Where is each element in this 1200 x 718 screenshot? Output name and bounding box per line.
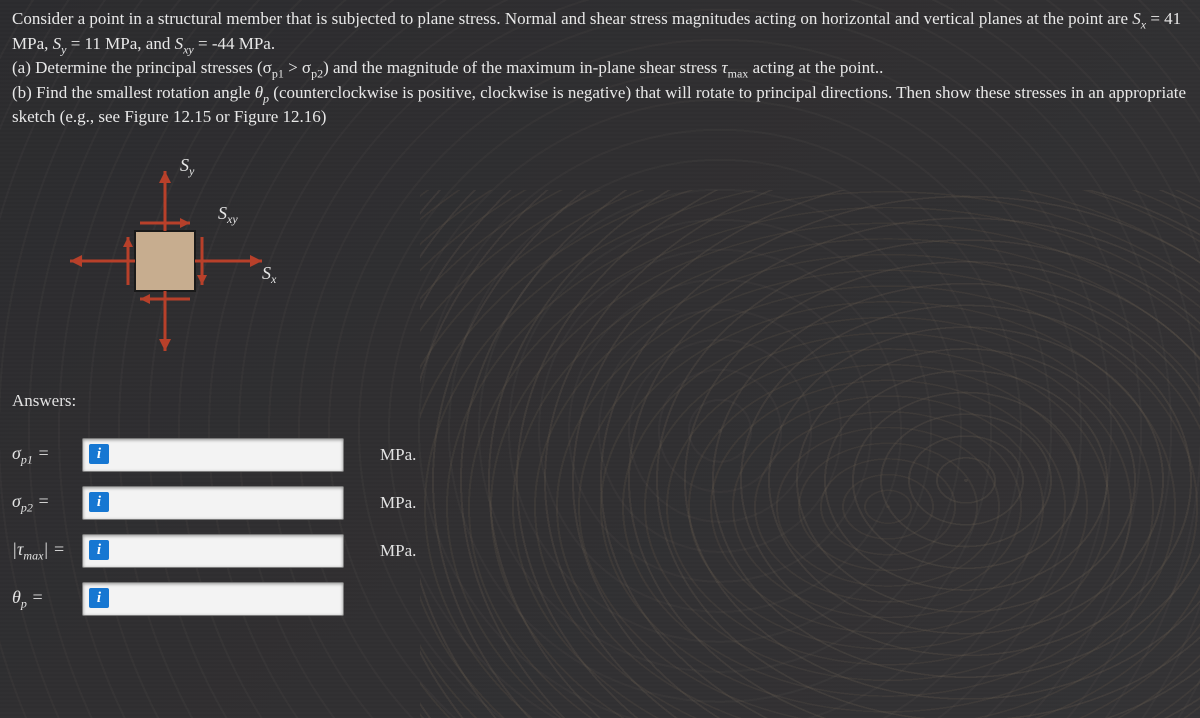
answers-block: σp1 = i MPa. σp2 = i MPa. |τmax| = i MPa… — [12, 431, 1188, 623]
question-text: Consider a point in a structural member … — [12, 8, 1188, 129]
info-icon[interactable]: i — [89, 492, 109, 512]
stress-element-diagram: Sy Sxy Sx — [40, 153, 300, 373]
question-and: and — [146, 34, 175, 53]
input-field-sigma-p2[interactable] — [115, 487, 343, 521]
input-sigma-p1[interactable]: i — [82, 438, 344, 472]
answer-row-sigma-p2: σp2 = i MPa. — [12, 479, 1188, 527]
svg-text:Sx: Sx — [262, 263, 277, 286]
svg-text:Sy: Sy — [180, 155, 195, 178]
unit-tau-max: MPa. — [380, 541, 416, 561]
info-icon[interactable]: i — [89, 588, 109, 608]
unit-sigma-p2: MPa. — [380, 493, 416, 513]
symbol-sigma-p2: σp2 = — [12, 491, 82, 516]
input-field-tau-max[interactable] — [115, 535, 343, 569]
unit-sigma-p1: MPa. — [380, 445, 416, 465]
symbol-theta-p: θp = — [12, 587, 82, 612]
symbol-tau-max: |τmax| = — [12, 539, 82, 564]
question-intro: Consider a point in a structural member … — [12, 9, 1132, 28]
svg-text:Sxy: Sxy — [218, 203, 238, 226]
info-icon[interactable]: i — [89, 444, 109, 464]
answer-row-sigma-p1: σp1 = i MPa. — [12, 431, 1188, 479]
symbol-sigma-p1: σp1 = — [12, 443, 82, 468]
answer-row-theta-p: θp = i — [12, 575, 1188, 623]
input-tau-max[interactable]: i — [82, 534, 344, 568]
info-icon[interactable]: i — [89, 540, 109, 560]
answer-row-tau-max: |τmax| = i MPa. — [12, 527, 1188, 575]
answers-heading: Answers: — [12, 391, 1188, 411]
input-field-theta-p[interactable] — [115, 583, 343, 617]
input-sigma-p2[interactable]: i — [82, 486, 344, 520]
input-field-sigma-p1[interactable] — [115, 439, 343, 473]
input-theta-p[interactable]: i — [82, 582, 344, 616]
